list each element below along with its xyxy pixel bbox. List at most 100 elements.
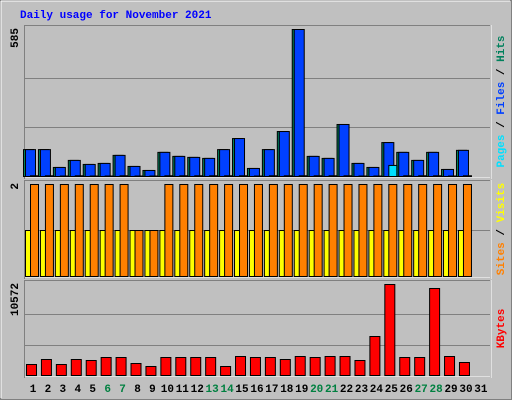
bar [74,184,84,277]
bar [130,363,142,376]
bar [418,175,428,178]
bar [115,357,127,376]
legend-separator: / [496,222,508,242]
bar [159,151,171,177]
bar [249,357,261,376]
x-tick-label: 26 [400,384,413,396]
bar [283,184,293,277]
bar [248,167,260,177]
bar [418,184,428,277]
bar [209,175,219,178]
bar [263,149,275,178]
bar [59,175,69,178]
bar [358,184,368,277]
x-tick-label: 17 [265,384,278,396]
bar [224,175,234,178]
bar [448,175,458,178]
y-max-label: 585 [10,28,22,48]
bar [358,175,368,178]
bar [129,165,141,177]
bar [283,175,293,178]
x-tick-label: 27 [415,384,428,396]
bar [373,184,383,277]
bar [414,357,426,376]
bar [179,184,189,277]
y-max-label: 10572 [10,283,22,316]
bar [328,184,338,277]
bar [368,166,380,177]
bar [194,175,204,178]
x-tick-label: 30 [459,384,472,396]
bar [224,184,234,277]
bar [298,175,308,178]
x-tick-label: 18 [280,384,294,396]
x-tick-label: 10 [161,384,174,396]
legend-entry: Hits [496,35,508,61]
x-tick-label: 5 [89,384,96,396]
x-tick-label: 29 [444,384,457,396]
bar [353,162,365,178]
bar [388,164,398,177]
bar [398,151,410,177]
bar [323,157,335,178]
x-tick-label: 21 [325,384,339,396]
legend-entry: Files [496,82,508,115]
bar [433,175,443,178]
x-tick-label: 9 [149,384,156,396]
x-tick-label: 15 [235,384,249,396]
x-tick-label: 19 [295,384,308,396]
bar [462,184,472,277]
x-tick-label: 14 [220,384,234,396]
bar [253,184,263,277]
bar [190,357,202,376]
legend-entry: Pages [496,135,508,168]
bar [219,149,231,178]
bar [85,359,97,377]
bar [384,284,396,376]
bar [134,175,144,178]
bar [204,157,216,178]
bar [44,175,54,178]
x-tick-label: 12 [191,384,204,396]
bar [413,159,425,178]
bar [59,184,69,277]
bar [205,357,217,376]
bar [194,184,204,277]
bar [174,155,186,177]
bar [89,184,99,277]
bar [39,149,51,178]
bar [209,184,219,277]
bar [189,156,201,177]
bar [324,356,336,376]
bar [403,184,413,277]
bar [343,184,353,277]
bar [308,155,320,177]
x-tick-label: 25 [385,384,399,396]
x-tick-label: 20 [310,384,323,396]
bar [298,184,308,277]
bar [149,175,159,178]
legend-separator: / [496,115,508,135]
x-tick-label: 13 [206,384,220,396]
bar [145,365,157,376]
bar [164,184,174,277]
bar [149,230,159,277]
bar [388,184,398,277]
x-tick-label: 1 [30,384,37,396]
bar [55,363,67,376]
bar [354,359,366,377]
bar [40,358,52,376]
bar [279,358,291,376]
legend: Pages / Files / Hits [496,35,508,167]
bar [457,149,469,178]
x-tick-label: 28 [430,384,444,396]
x-tick-label: 7 [119,384,126,396]
bar [104,184,114,277]
bar [448,184,458,277]
legend: Sites / Visits [496,183,508,275]
bar [160,357,172,376]
x-tick-label: 8 [134,384,141,396]
bar [313,175,323,178]
x-tick-label: 11 [176,384,190,396]
